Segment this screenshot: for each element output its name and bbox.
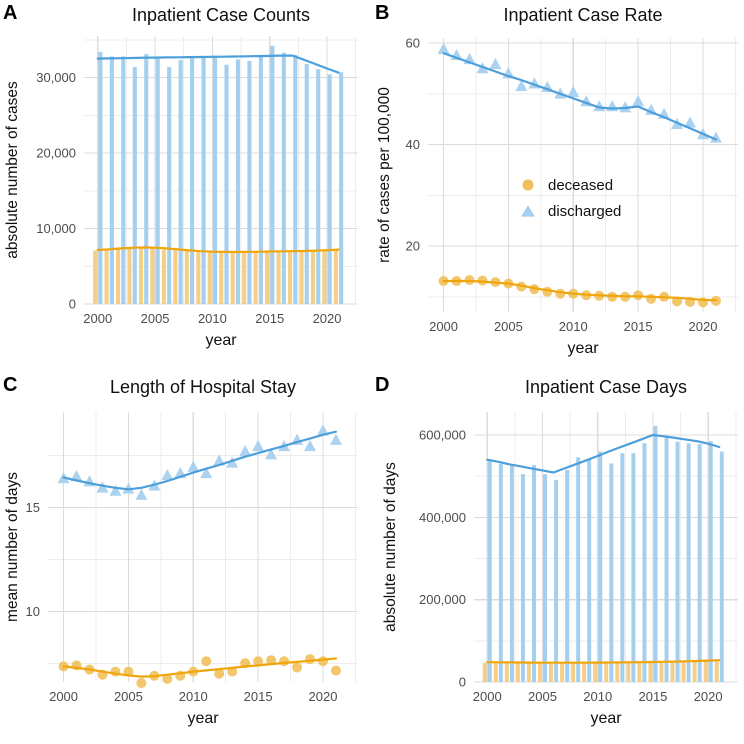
gridlines-minor <box>48 412 358 682</box>
panel-inpatient-case-days: D Inpatient Case Days absolute number of… <box>372 372 744 744</box>
panel-label-c: C <box>3 374 18 396</box>
trend-line-deceased <box>486 659 721 664</box>
gridlines-major <box>428 38 738 312</box>
trend-line-deceased <box>442 279 717 302</box>
svg-text:2010: 2010 <box>198 311 227 326</box>
panel-label-d: D <box>375 374 390 396</box>
y-axis-label: absolute number of days <box>382 462 399 632</box>
gridlines-minor <box>474 412 738 682</box>
legend: deceased discharged <box>518 172 621 224</box>
y-tick-labels: 0 10,000 20,000 30,000 <box>36 70 76 311</box>
trend-line-deceased <box>96 246 340 254</box>
panel-title: Length of Hospital Stay <box>109 377 297 397</box>
gridlines-major <box>48 412 358 682</box>
svg-text:10: 10 <box>26 604 40 619</box>
legend-item-discharged: discharged <box>518 198 621 224</box>
svg-text:400,000: 400,000 <box>419 510 466 525</box>
y-tick-labels: 20 40 60 <box>406 36 420 254</box>
x-axis-label: year <box>205 332 237 349</box>
svg-text:2000: 2000 <box>49 689 78 704</box>
points-discharged <box>57 424 342 500</box>
panel-title: Inpatient Case Rate <box>503 5 663 25</box>
legend-label: discharged <box>548 202 622 220</box>
svg-text:2020: 2020 <box>313 311 342 326</box>
svg-text:2005: 2005 <box>494 319 523 334</box>
svg-text:2020: 2020 <box>689 319 718 334</box>
panel-inpatient-case-rate: B Inpatient Case Rate rate of cases per … <box>372 0 744 372</box>
x-tick-labels: 2000 2005 2010 2015 2020 <box>473 689 723 704</box>
y-tick-labels: 10 15 <box>26 500 40 619</box>
x-axis-label: year <box>590 710 622 727</box>
y-axis-label: mean number of days <box>4 472 21 622</box>
svg-text:2020: 2020 <box>694 689 723 704</box>
deceased-point-icon <box>518 176 538 194</box>
svg-text:0: 0 <box>69 297 76 312</box>
svg-text:2015: 2015 <box>255 311 284 326</box>
svg-text:15: 15 <box>26 500 40 515</box>
bars-deceased <box>93 246 338 304</box>
points-discharged <box>437 42 722 143</box>
svg-text:40: 40 <box>406 137 420 152</box>
svg-text:0: 0 <box>459 675 466 690</box>
panel-length-of-stay: C Length of Hospital Stay mean number of… <box>0 372 372 744</box>
y-tick-labels: 0 200,000 400,000 600,000 <box>419 428 466 690</box>
plot-area-case-days: 2000 2005 2010 2015 2020 0 200,000 400,000 600,0… <box>419 412 738 704</box>
x-tick-labels: 2000 2005 2010 2015 2020 <box>49 689 337 704</box>
panel-label-a: A <box>3 2 18 24</box>
panel-label-b: B <box>375 2 390 24</box>
y-axis-label: rate of cases per 100,000 <box>376 87 393 263</box>
panel-inpatient-case-counts: A Inpatient Case Counts absolute number … <box>0 0 372 372</box>
trend-line-discharged <box>442 52 717 141</box>
panel-title: Inpatient Case Counts <box>131 5 311 25</box>
svg-text:2005: 2005 <box>528 689 557 704</box>
y-axis-label: absolute number of cases <box>4 81 21 259</box>
bars-discharged <box>98 45 344 305</box>
x-tick-labels: 2000 2005 2010 2015 2020 <box>429 319 717 334</box>
svg-text:10,000: 10,000 <box>36 221 76 236</box>
bars-discharged <box>487 425 724 682</box>
svg-text:2000: 2000 <box>473 689 502 704</box>
x-axis-label: year <box>187 710 219 727</box>
panel-title: Inpatient Case Days <box>524 377 688 397</box>
trend-line-deceased <box>62 657 337 678</box>
svg-text:2000: 2000 <box>83 311 112 326</box>
bars-deceased <box>482 660 719 682</box>
svg-text:2005: 2005 <box>114 689 143 704</box>
svg-text:2015: 2015 <box>244 689 273 704</box>
svg-text:2005: 2005 <box>141 311 170 326</box>
svg-text:2000: 2000 <box>429 319 458 334</box>
svg-text:20: 20 <box>406 239 420 254</box>
svg-text:2010: 2010 <box>583 689 612 704</box>
points-deceased <box>438 275 721 308</box>
svg-text:2010: 2010 <box>179 689 208 704</box>
legend-label: deceased <box>548 176 614 194</box>
svg-text:60: 60 <box>406 36 420 51</box>
x-tick-labels: 2000 2005 2010 2015 2020 <box>83 311 341 326</box>
svg-text:2020: 2020 <box>309 689 338 704</box>
svg-text:200,000: 200,000 <box>419 592 466 607</box>
trend-line-discharged <box>96 54 340 74</box>
svg-text:2015: 2015 <box>624 319 653 334</box>
svg-text:600,000: 600,000 <box>419 428 466 443</box>
trend-line-discharged <box>486 433 721 474</box>
svg-text:30,000: 30,000 <box>36 70 76 85</box>
legend-item-deceased: deceased <box>518 172 621 198</box>
svg-text:2015: 2015 <box>638 689 667 704</box>
plot-area-case-counts: 2000 2005 2010 2015 2020 0 10,000 20,000 30,000 <box>36 36 358 326</box>
svg-text:2010: 2010 <box>559 319 588 334</box>
discharged-point-icon <box>518 202 538 220</box>
svg-text:20,000: 20,000 <box>36 146 76 161</box>
x-axis-label: year <box>567 340 599 357</box>
plot-area-length-of-stay: 2000 2005 2010 2015 2020 10 15 <box>26 412 358 704</box>
trend-line-discharged <box>62 430 337 491</box>
gridlines-major <box>84 36 358 305</box>
